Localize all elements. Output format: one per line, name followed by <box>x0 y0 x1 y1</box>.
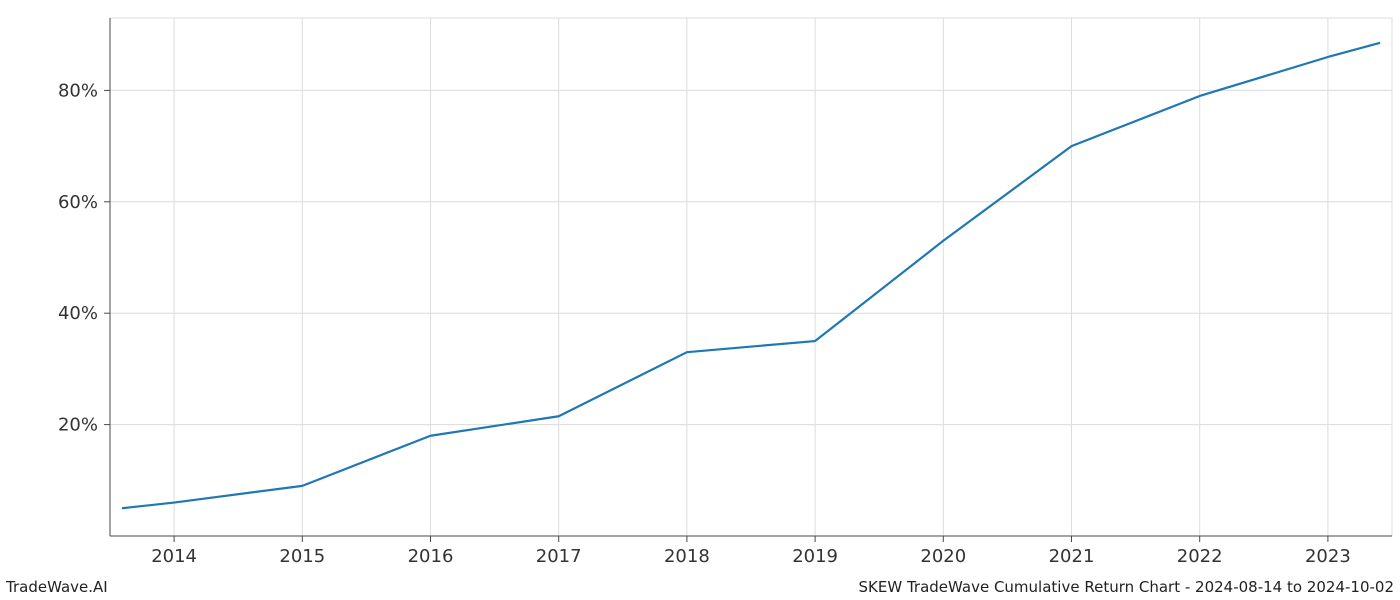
footer-right-text: SKEW TradeWave Cumulative Return Chart -… <box>859 578 1394 596</box>
x-tick-label: 2021 <box>1049 546 1095 567</box>
x-tick-label: 2015 <box>279 546 325 567</box>
y-tick-label: 80% <box>58 80 98 101</box>
x-tick-label: 2016 <box>408 546 454 567</box>
y-tick-label: 60% <box>58 192 98 213</box>
x-tick-label: 2022 <box>1177 546 1223 567</box>
chart-container: 2014 2015 2016 2017 2018 2019 2020 2021 2022 2023… <box>0 0 1400 600</box>
x-tick-label: 2014 <box>151 546 197 567</box>
x-tick-label: 2018 <box>664 546 710 567</box>
x-tick-label: 2023 <box>1305 546 1351 567</box>
x-tick-label: 2020 <box>920 546 966 567</box>
x-tick-label: 2019 <box>792 546 838 567</box>
footer: TradeWave.AI SKEW TradeWave Cumulative R… <box>0 572 1400 600</box>
footer-left-text: TradeWave.AI <box>6 578 108 596</box>
x-tick-label: 2017 <box>536 546 582 567</box>
y-tick-label: 20% <box>58 415 98 436</box>
y-tick-label: 40% <box>58 303 98 324</box>
line-chart: 2014 2015 2016 2017 2018 2019 2020 2021 2022 2023… <box>0 0 1400 600</box>
